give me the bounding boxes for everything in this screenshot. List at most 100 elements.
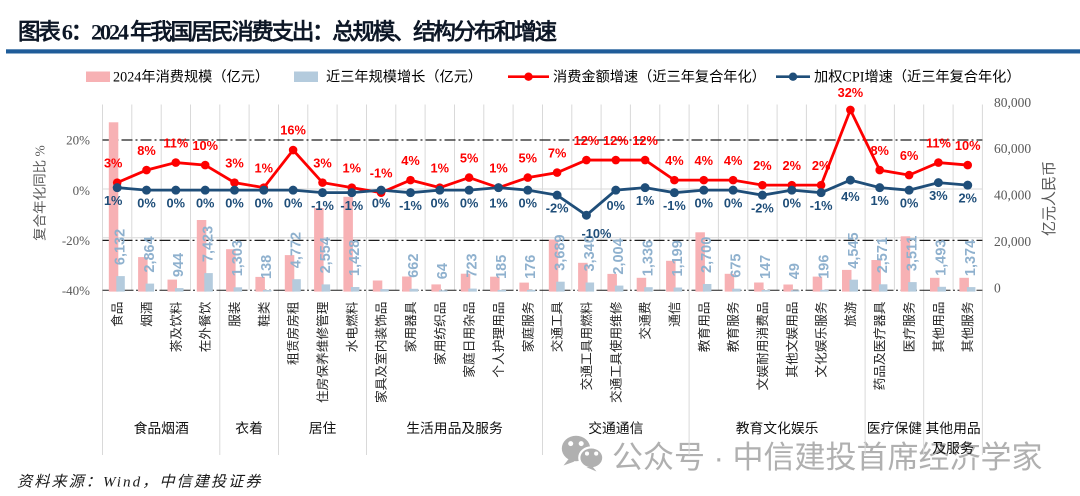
svg-text:3%: 3% — [104, 155, 123, 170]
svg-text:185: 185 — [494, 255, 510, 279]
svg-text:0%: 0% — [724, 196, 743, 211]
svg-text:11%: 11% — [163, 135, 189, 150]
svg-text:交通费: 交通费 — [638, 302, 653, 340]
svg-text:家庭日用杂品: 家庭日用杂品 — [462, 302, 477, 378]
svg-text:-1%: -1% — [810, 198, 833, 213]
svg-text:-1%: -1% — [311, 198, 334, 213]
svg-text:鞋类: 鞋类 — [256, 301, 271, 327]
svg-text:12%: 12% — [632, 133, 658, 148]
svg-text:交通工具使用维修: 交通工具使用维修 — [608, 301, 623, 403]
svg-text:675: 675 — [728, 253, 744, 277]
svg-text:11%: 11% — [926, 135, 952, 150]
svg-text:家具及室内装饰品: 家具及室内装饰品 — [374, 302, 389, 404]
svg-text:1,428: 1,428 — [347, 240, 363, 276]
svg-text:4,772: 4,772 — [289, 232, 305, 268]
svg-text:4%: 4% — [695, 153, 714, 168]
svg-text:662: 662 — [406, 254, 422, 278]
svg-text:图表 6：2024 年我国居民消费支出：总规模、结构分布和增: 图表 6：2024 年我国居民消费支出：总规模、结构分布和增速 — [18, 19, 557, 45]
svg-text:0: 0 — [994, 281, 1001, 296]
svg-text:12%: 12% — [574, 133, 600, 148]
svg-text:其他用品: 其他用品 — [932, 302, 946, 353]
svg-text:6%: 6% — [900, 148, 919, 163]
svg-text:居住: 居住 — [309, 421, 337, 436]
svg-text:1%: 1% — [255, 160, 274, 175]
svg-text:1,303: 1,303 — [230, 240, 246, 276]
svg-text:茶及饮料: 茶及饮料 — [168, 301, 183, 352]
svg-text:通信: 通信 — [668, 302, 682, 327]
svg-text:0%: 0% — [196, 196, 215, 211]
svg-text:2,571: 2,571 — [875, 237, 891, 273]
svg-text:5%: 5% — [460, 150, 479, 165]
svg-text:租赁房房租: 租赁房房租 — [286, 301, 301, 365]
svg-text:1,374: 1,374 — [963, 240, 979, 276]
svg-text:2,004: 2,004 — [611, 238, 627, 274]
svg-text:10%: 10% — [955, 138, 981, 153]
svg-text:3,511: 3,511 — [904, 236, 920, 272]
svg-text:交通工具用燃料: 交通工具用燃料 — [579, 301, 594, 390]
svg-text:文化娱乐服务: 文化娱乐服务 — [814, 301, 829, 377]
svg-text:及服务: 及服务 — [932, 441, 974, 456]
svg-text:64: 64 — [435, 263, 451, 279]
svg-text:复合年化同比 %: 复合年化同比 % — [32, 145, 48, 241]
svg-text:7,423: 7,423 — [201, 226, 217, 262]
svg-text:3,340: 3,340 — [582, 235, 598, 271]
svg-text:水电燃料: 水电燃料 — [344, 301, 359, 352]
svg-text:家用器具: 家用器具 — [403, 301, 418, 352]
svg-text:-10%: -10% — [581, 226, 611, 241]
svg-text:0%: 0% — [137, 196, 156, 211]
svg-text:176: 176 — [523, 255, 539, 279]
svg-text:-1%: -1% — [663, 198, 686, 213]
svg-text:近三年规模增长（亿元）: 近三年规模增长（亿元） — [326, 70, 482, 86]
svg-text:教育文化娱乐: 教育文化娱乐 — [736, 421, 819, 436]
svg-text:1%: 1% — [636, 193, 655, 208]
svg-text:0%: 0% — [460, 196, 479, 211]
svg-text:0%: 0% — [225, 196, 244, 211]
svg-text:0%: 0% — [284, 196, 303, 211]
svg-text:个人护理用品: 个人护理用品 — [492, 302, 506, 378]
svg-text:10%: 10% — [192, 138, 218, 153]
svg-text:公众号 · 中信建投首席经济学家: 公众号 · 中信建投首席经济学家 — [612, 440, 1043, 475]
svg-text:交通通信: 交通通信 — [588, 420, 643, 436]
svg-text:烟酒: 烟酒 — [140, 301, 154, 327]
svg-text:住房保养维修管理: 住房保养维修管理 — [315, 301, 330, 403]
svg-text:0%: 0% — [900, 196, 919, 211]
svg-text:在外餐饮: 在外餐饮 — [198, 301, 213, 352]
svg-text:-2%: -2% — [751, 201, 774, 216]
svg-text:0%: 0% — [255, 196, 274, 211]
svg-text:4%: 4% — [665, 153, 684, 168]
svg-text:1%: 1% — [104, 193, 123, 208]
svg-text:138: 138 — [259, 255, 275, 279]
svg-text:2,864: 2,864 — [142, 236, 158, 272]
svg-text:2024年消费规模（亿元）: 2024年消费规模（亿元） — [113, 70, 269, 86]
svg-text:1%: 1% — [870, 193, 889, 208]
svg-text:12%: 12% — [603, 133, 629, 148]
svg-text:其他文娱用品: 其他文娱用品 — [785, 302, 799, 378]
svg-text:旅游: 旅游 — [844, 301, 858, 327]
svg-text:-1%: -1% — [370, 165, 393, 180]
svg-text:4%: 4% — [401, 153, 420, 168]
svg-text:1%: 1% — [343, 160, 362, 175]
svg-text:16%: 16% — [280, 123, 306, 138]
svg-text:1,199: 1,199 — [670, 240, 686, 276]
svg-text:-40%: -40% — [62, 283, 90, 298]
svg-text:4,545: 4,545 — [846, 232, 862, 268]
svg-text:其他用品: 其他用品 — [926, 421, 981, 436]
svg-text:-20%: -20% — [62, 233, 90, 248]
svg-text:衣着: 衣着 — [235, 420, 263, 436]
svg-text:交通工具: 交通工具 — [550, 301, 565, 352]
svg-text:医疗保健: 医疗保健 — [867, 421, 922, 436]
svg-text:亿元人民币: 亿元人民币 — [1041, 161, 1058, 236]
svg-text:944: 944 — [171, 253, 187, 277]
svg-text:加权CPI增速（近三年复合年化）: 加权CPI增速（近三年复合年化） — [814, 69, 1021, 86]
svg-text:-2%: -2% — [546, 201, 569, 216]
svg-text:3,689: 3,689 — [553, 234, 569, 270]
svg-text:家庭服务: 家庭服务 — [520, 301, 535, 352]
svg-text:文娱耐用消费品: 文娱耐用消费品 — [756, 302, 770, 391]
svg-text:196: 196 — [816, 255, 832, 279]
svg-text:20%: 20% — [66, 133, 90, 148]
svg-text:0%: 0% — [695, 196, 714, 211]
svg-text:40,000: 40,000 — [994, 188, 1031, 203]
svg-text:3%: 3% — [929, 188, 948, 203]
svg-text:生活用品及服务: 生活用品及服务 — [406, 421, 503, 436]
svg-text:0%: 0% — [167, 196, 186, 211]
